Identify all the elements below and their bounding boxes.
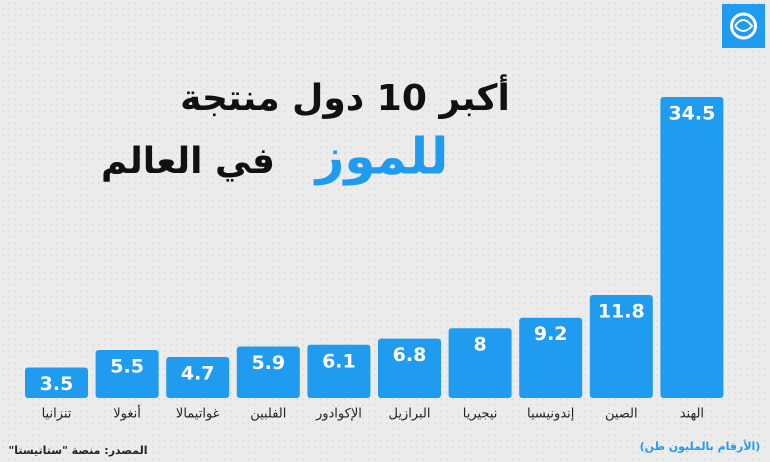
x-tick-label: إندونيسيا [527,407,574,422]
value-label: 6.1 [322,350,356,372]
bar [25,367,88,398]
chart-title: أكبر 10 دول منتجة [180,74,510,119]
x-tick-label: أنغولا [113,405,141,422]
bar [660,97,724,398]
bar [448,328,512,398]
chart-title-rest: في العالم [101,141,275,182]
x-tick-label: غواتيمالا [176,407,220,422]
value-label: 4.7 [181,362,215,384]
logo [722,4,765,48]
x-tick-label: الفلبين [250,407,286,422]
value-label: 11.8 [598,301,645,323]
bar [95,350,159,398]
value-label: 9.2 [534,323,568,345]
x-tick-label: الهند [680,407,704,422]
value-label: 5.9 [251,352,285,374]
value-label: 6.8 [393,344,427,366]
note: (الأرقام بالمليون طن) [640,439,761,453]
x-tick-label: الصين [605,407,638,422]
bar [589,295,653,398]
bar [378,338,441,398]
value-label: 3.5 [40,373,74,395]
x-tick-label: نيجيريا [463,407,498,422]
value-label: 5.5 [110,356,144,378]
x-tick-label: تنزانيا [42,407,72,422]
x-tick-label: الإكوادور [315,407,362,422]
value-label: 8 [473,334,486,356]
chart-title-highlight: للموز [313,128,449,187]
value-label: 34.5 [668,103,715,125]
x-tick-label: البرازيل [388,407,430,422]
source: المصدر: منصة "ستاتيستا" [8,444,147,457]
bar [307,344,371,398]
bar [519,317,583,398]
bar [166,356,230,398]
bar [236,346,300,398]
